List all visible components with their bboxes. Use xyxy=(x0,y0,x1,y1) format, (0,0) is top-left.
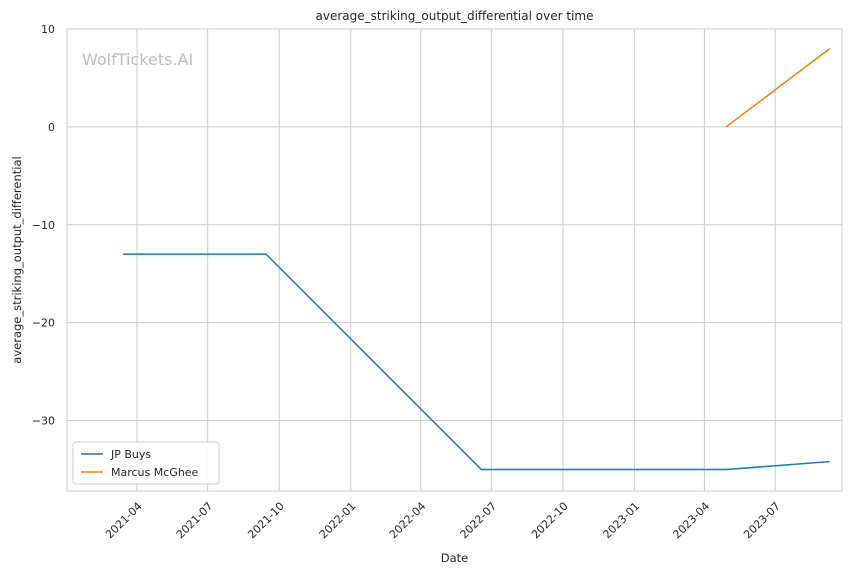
x-tick-label: 2021-04 xyxy=(103,500,145,542)
x-tick-label: 2022-04 xyxy=(387,500,429,542)
y-tick-label: 10 xyxy=(41,23,55,36)
legend-label: Marcus McGhee xyxy=(111,466,199,479)
legend: JP Buys Marcus McGhee xyxy=(72,441,220,485)
series xyxy=(123,48,831,471)
y-axis-title: average_striking_output_differential xyxy=(10,156,24,363)
series-line xyxy=(725,48,831,128)
x-tick-label: 2021-07 xyxy=(174,500,216,542)
legend-label: JP Buys xyxy=(110,448,151,461)
series-line xyxy=(123,253,830,471)
grid xyxy=(67,28,842,491)
x-tick-label: 2022-10 xyxy=(529,500,571,542)
y-tick-label: −20 xyxy=(32,317,55,330)
x-tick-label: 2023-01 xyxy=(601,500,643,542)
x-tick-label: 2023-04 xyxy=(670,500,712,542)
x-tick-label: 2022-01 xyxy=(317,500,359,542)
plot-area xyxy=(67,29,842,491)
chart-title: average_striking_output_differential ove… xyxy=(316,9,594,23)
y-tick-label: −30 xyxy=(32,415,55,428)
x-tick-label: 2023-07 xyxy=(741,500,783,542)
x-tick-label: 2022-07 xyxy=(458,500,500,542)
watermark-text: WolfTickets.AI xyxy=(82,50,193,69)
x-axis-title: Date xyxy=(441,551,469,565)
y-tick-label: 0 xyxy=(48,121,55,134)
legend-box xyxy=(72,441,220,485)
plot-frame xyxy=(66,28,843,492)
x-tick-label: 2021-10 xyxy=(245,500,287,542)
y-tick-label: −10 xyxy=(32,219,55,232)
x-axis: 2021-04 2021-07 2021-10 2022-01 2022-04 2022-… xyxy=(103,500,783,542)
y-axis: 10 0 −10 −20 −30 xyxy=(32,23,55,428)
